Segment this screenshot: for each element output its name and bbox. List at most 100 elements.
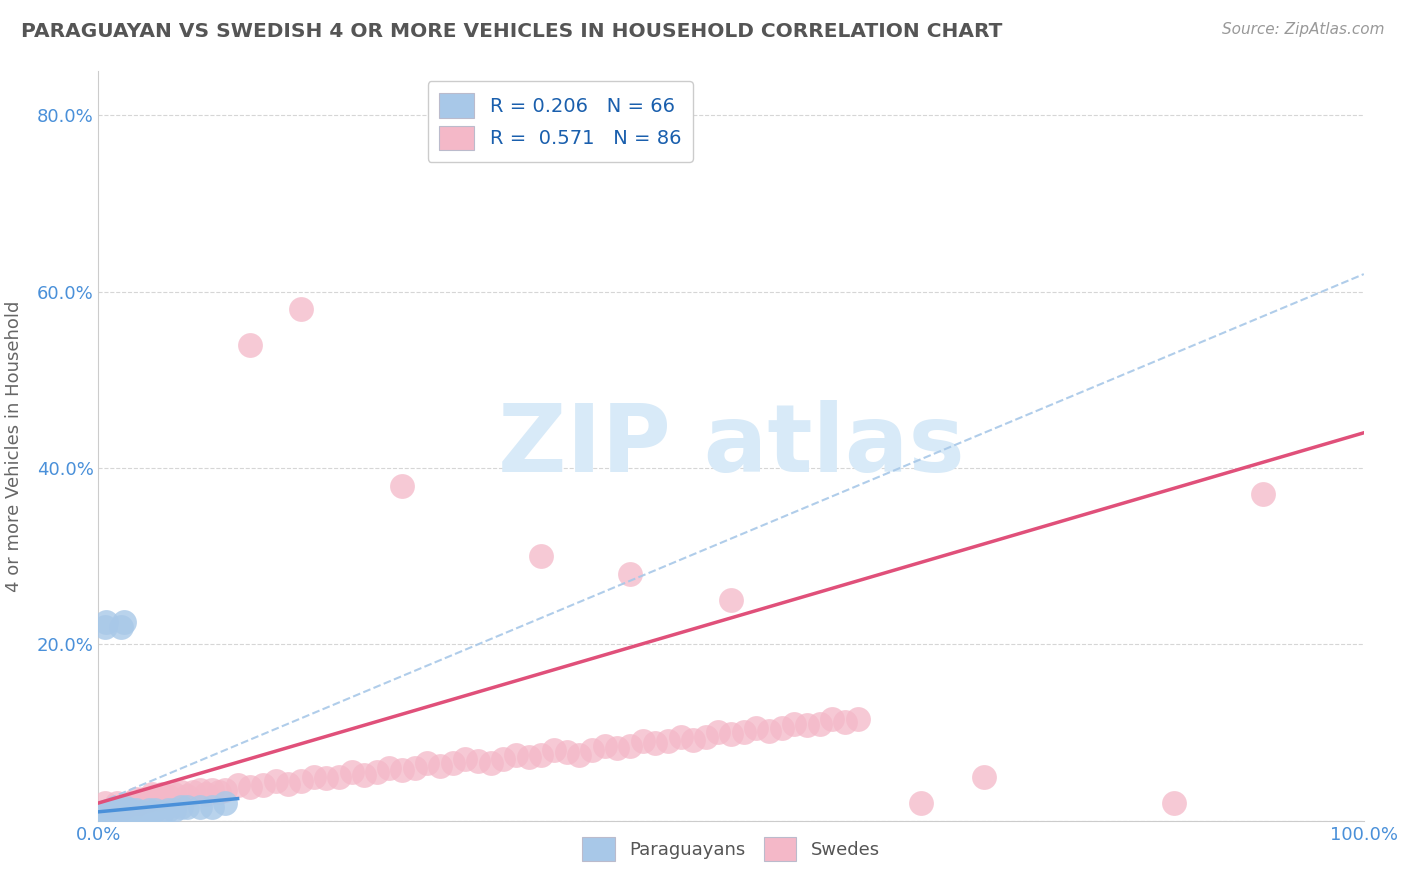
Point [91, 811, 114, 825]
Point [148, 791, 170, 805]
Point [93, 810, 115, 824]
Point [93, 805, 117, 819]
Point [101, 808, 124, 822]
Point [141, 805, 163, 819]
Point [103, 805, 125, 819]
Point [96, 809, 118, 823]
Point [290, 302, 312, 317]
Point [93, 812, 117, 826]
Point [669, 730, 692, 744]
Point [141, 787, 163, 801]
Point [107, 796, 129, 810]
Point [120, 805, 142, 820]
Point [454, 752, 477, 766]
Point [120, 803, 141, 817]
Point [467, 754, 489, 768]
Point [208, 785, 231, 799]
Point [720, 727, 742, 741]
Point [606, 741, 628, 756]
Point [112, 806, 135, 821]
Point [846, 712, 869, 726]
Point [682, 732, 704, 747]
Point [96, 806, 118, 821]
Point [315, 772, 337, 786]
Point [94, 615, 117, 630]
Point [104, 803, 127, 817]
Point [107, 809, 129, 823]
Point [492, 752, 515, 766]
Point [128, 805, 150, 819]
Point [120, 796, 141, 810]
Point [150, 805, 173, 819]
Point [593, 739, 616, 753]
Text: ZIP atlas: ZIP atlas [498, 400, 965, 492]
Point [91, 809, 114, 823]
Point [107, 806, 129, 821]
Point [581, 743, 603, 757]
Point [1163, 796, 1185, 810]
Point [657, 734, 679, 748]
Point [122, 805, 145, 819]
Point [169, 785, 191, 799]
Point [98, 809, 121, 823]
Point [132, 805, 155, 819]
Point [201, 782, 224, 797]
Point [118, 805, 141, 819]
Point [122, 800, 145, 814]
Point [93, 806, 115, 821]
Point [973, 770, 995, 784]
Point [188, 800, 211, 814]
Point [125, 806, 148, 821]
Point [97, 808, 120, 822]
Point [745, 721, 768, 735]
Point [105, 807, 128, 822]
Point [100, 803, 122, 817]
Point [328, 770, 350, 784]
Point [226, 778, 249, 792]
Point [114, 805, 136, 820]
Point [110, 803, 132, 817]
Point [150, 787, 173, 801]
Point [163, 787, 186, 801]
Text: PARAGUAYAN VS SWEDISH 4 OR MORE VEHICLES IN HOUSEHOLD CORRELATION CHART: PARAGUAYAN VS SWEDISH 4 OR MORE VEHICLES… [21, 22, 1002, 41]
Point [103, 809, 125, 823]
Point [157, 803, 180, 817]
Point [264, 774, 287, 789]
Point [111, 807, 134, 822]
Point [145, 789, 166, 803]
Point [530, 747, 553, 762]
Point [834, 714, 856, 729]
Point [340, 765, 363, 780]
Point [808, 716, 831, 731]
Point [252, 778, 274, 792]
Point [108, 808, 131, 822]
Point [110, 806, 132, 821]
Point [783, 716, 806, 731]
Point [176, 789, 198, 803]
Point [517, 750, 540, 764]
Legend: Paraguayans, Swedes: Paraguayans, Swedes [575, 830, 887, 868]
Point [441, 756, 464, 771]
Point [100, 805, 122, 819]
Point [188, 782, 211, 797]
Point [568, 747, 591, 762]
Point [100, 806, 122, 821]
Point [619, 566, 641, 581]
Point [416, 756, 439, 771]
Point [112, 800, 135, 814]
Point [107, 803, 129, 817]
Point [176, 800, 198, 814]
Point [120, 806, 141, 821]
Point [404, 761, 426, 775]
Point [138, 803, 160, 817]
Point [644, 736, 666, 750]
Point [183, 785, 205, 799]
Point [796, 718, 818, 732]
Point [135, 794, 157, 808]
Point [125, 803, 148, 817]
Point [290, 774, 312, 789]
Point [104, 808, 127, 822]
Point [1251, 487, 1274, 501]
Point [101, 805, 124, 819]
Point [115, 806, 138, 821]
